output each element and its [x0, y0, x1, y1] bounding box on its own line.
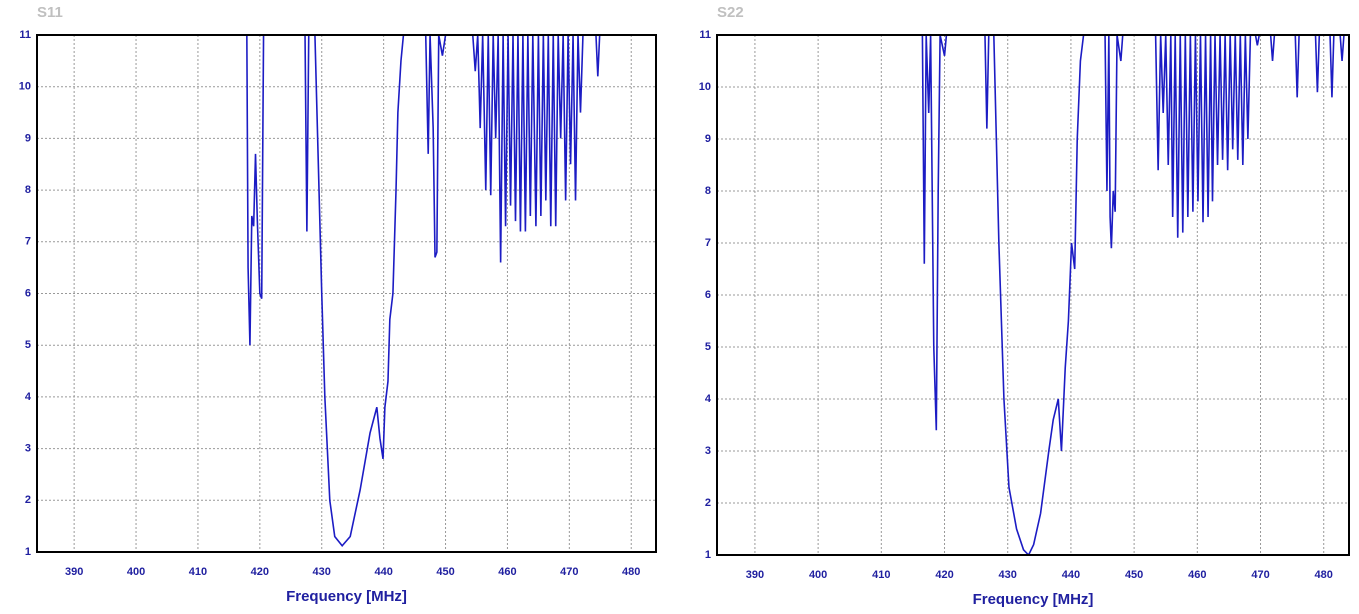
- chart-title: S22: [717, 4, 744, 21]
- y-tick-label: 11: [19, 29, 31, 41]
- panel: S11 1 2 3 4 5 6 7 8 9 10 11 390 400 410 420 430 440 450 460…: [19, 4, 657, 605]
- x-tick-label: 400: [127, 566, 145, 578]
- x-axis-label: Frequency [MHz]: [286, 588, 407, 605]
- y-tick-label: 7: [705, 237, 711, 249]
- y-tick-label: 3: [25, 443, 31, 455]
- x-tick-label: 470: [560, 566, 578, 578]
- x-tick-label: 410: [872, 569, 890, 581]
- y-tick-label: 11: [699, 29, 711, 41]
- y-tick-label: 6: [25, 287, 31, 299]
- y-tick-label: 3: [705, 445, 711, 457]
- x-tick-label: 450: [436, 566, 454, 578]
- x-tick-label: 450: [1125, 569, 1143, 581]
- plot-border: [36, 34, 657, 553]
- plot-border: [716, 34, 1350, 556]
- y-tick-label: 10: [699, 81, 711, 93]
- y-tick-label: 4: [705, 393, 712, 405]
- y-tick-label: 9: [25, 132, 31, 144]
- data-line: [246, 34, 601, 548]
- chart-title: S11: [37, 4, 63, 21]
- y-tick-label: 1: [25, 546, 31, 558]
- x-axis-label: Frequency [MHz]: [973, 591, 1094, 608]
- y-tick-label: 1: [705, 549, 711, 561]
- x-tick-label: 480: [1315, 569, 1333, 581]
- x-tick-label: 480: [622, 566, 640, 578]
- y-tick-label: 2: [705, 497, 711, 509]
- panel: S22 1 2 3 4 5 6 7 8 9 10 11 390 400 410 420 430 440 450 460…: [699, 4, 1350, 608]
- x-tick-label: 460: [1188, 569, 1206, 581]
- x-tick-label: 420: [251, 566, 269, 578]
- y-tick-label: 5: [25, 339, 31, 351]
- x-tick-label: 390: [746, 569, 764, 581]
- x-tick-label: 440: [374, 566, 392, 578]
- x-tick-label: 430: [313, 566, 331, 578]
- y-tick-label: 5: [705, 341, 711, 353]
- x-tick-label: 440: [1062, 569, 1080, 581]
- x-tick-label: 460: [498, 566, 516, 578]
- x-tick-label: 430: [999, 569, 1017, 581]
- x-tick-label: 410: [189, 566, 207, 578]
- x-tick-label: 400: [809, 569, 827, 581]
- y-tick-label: 4: [25, 391, 32, 403]
- y-tick-label: 9: [705, 133, 711, 145]
- y-tick-label: 10: [19, 81, 31, 93]
- x-tick-label: 390: [65, 566, 83, 578]
- y-tick-label: 8: [705, 185, 711, 197]
- y-tick-label: 2: [25, 494, 31, 506]
- y-tick-label: 6: [705, 289, 711, 301]
- y-tick-label: 8: [25, 184, 31, 196]
- x-tick-label: 470: [1251, 569, 1269, 581]
- y-tick-label: 7: [25, 236, 31, 248]
- x-tick-label: 420: [935, 569, 953, 581]
